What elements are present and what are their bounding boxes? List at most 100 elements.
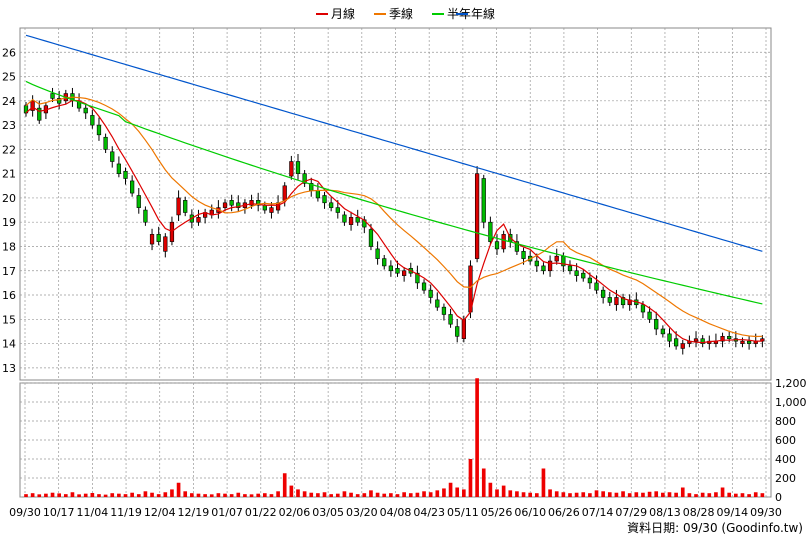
x-tick-label: 05/26 bbox=[481, 506, 513, 519]
candle-body bbox=[143, 209, 148, 223]
candle-body bbox=[680, 343, 685, 349]
x-tick-label: 09/14 bbox=[716, 506, 748, 519]
candle-body bbox=[720, 336, 725, 342]
x-tick-label: 07/14 bbox=[582, 506, 614, 519]
volume-bar bbox=[123, 494, 128, 497]
price-tick-label: 26 bbox=[2, 46, 16, 59]
candle-body bbox=[574, 270, 579, 276]
source-label: 資料日期: 09/30 (Goodinfo.tw) bbox=[627, 521, 803, 535]
candle-body bbox=[554, 255, 559, 262]
candle-body bbox=[355, 217, 360, 223]
volume-bar bbox=[481, 468, 486, 497]
volume-bar bbox=[150, 492, 154, 497]
candle-body bbox=[448, 314, 453, 325]
candle-body bbox=[700, 338, 705, 344]
candle-body bbox=[514, 241, 520, 252]
volume-bar bbox=[714, 492, 718, 497]
candle-body bbox=[601, 289, 606, 298]
volume-bar bbox=[90, 493, 95, 497]
legend-label-monthly: 月線 bbox=[331, 6, 355, 21]
x-tick-label: 06/10 bbox=[514, 506, 546, 519]
volume-bar bbox=[276, 491, 280, 497]
volume-bar bbox=[468, 459, 473, 497]
price-tick-label: 15 bbox=[2, 313, 16, 326]
volume-bar bbox=[57, 493, 61, 497]
volume-bar bbox=[621, 491, 625, 497]
candle-body bbox=[441, 306, 447, 315]
volume-bar bbox=[521, 492, 526, 497]
candle-body bbox=[640, 304, 646, 313]
volume-bar bbox=[428, 492, 433, 497]
candle-body bbox=[488, 221, 493, 242]
candle-body bbox=[322, 195, 327, 204]
candle-body bbox=[421, 282, 427, 291]
volume-bar bbox=[209, 494, 214, 497]
x-tick-label: 06/26 bbox=[548, 506, 580, 519]
candle-body bbox=[50, 93, 55, 99]
legend-item-yearly: 年線 bbox=[456, 6, 495, 21]
price-tick-label: 24 bbox=[2, 95, 16, 108]
volume-bar bbox=[700, 492, 705, 497]
volume-bar bbox=[243, 494, 247, 497]
volume-bar bbox=[355, 494, 360, 497]
volume-bar bbox=[594, 490, 599, 497]
candle-body bbox=[382, 258, 387, 267]
candle-body bbox=[455, 326, 460, 337]
volume-bar bbox=[647, 491, 652, 497]
volume-bar bbox=[50, 492, 55, 497]
volume-bar bbox=[601, 491, 605, 497]
candle-body bbox=[395, 268, 400, 274]
volume-tick-label: 1,000 bbox=[775, 396, 807, 409]
volume-tick-label: 600 bbox=[775, 434, 796, 447]
volume-bar bbox=[309, 492, 314, 497]
candle-body bbox=[461, 319, 466, 340]
volume-bar bbox=[581, 492, 586, 497]
volume-bar bbox=[667, 492, 672, 497]
candle-body bbox=[654, 319, 659, 330]
volume-bar bbox=[402, 492, 406, 497]
candle-body bbox=[594, 282, 599, 291]
candle-body bbox=[222, 202, 228, 208]
candle-body bbox=[740, 340, 745, 344]
candle-body bbox=[249, 200, 254, 206]
volume-bar bbox=[760, 493, 765, 497]
volume-bar bbox=[389, 493, 393, 497]
volume-bar bbox=[236, 492, 241, 497]
volume-tick-label: 400 bbox=[775, 453, 796, 466]
volume-bar bbox=[588, 493, 592, 497]
volume-bar bbox=[475, 378, 479, 497]
x-tick-label: 09/30 bbox=[9, 506, 41, 519]
volume-bar bbox=[170, 489, 174, 497]
candle-body bbox=[229, 200, 234, 206]
volume-tick-label: 1,200 bbox=[775, 377, 807, 390]
volume-bar bbox=[508, 490, 513, 497]
candle-body bbox=[567, 265, 573, 272]
volume-bar bbox=[362, 493, 367, 497]
candle-body bbox=[156, 234, 161, 242]
candle-body bbox=[534, 260, 539, 267]
x-tick-label: 11/04 bbox=[77, 506, 109, 519]
candle-body bbox=[348, 217, 354, 225]
volume-bar bbox=[342, 491, 347, 497]
candle-body bbox=[149, 234, 155, 245]
volume-bar bbox=[203, 494, 207, 497]
volume-bar bbox=[654, 491, 659, 497]
candle-body bbox=[57, 98, 62, 104]
x-tick-label: 05/11 bbox=[447, 506, 479, 519]
price-tick-label: 23 bbox=[2, 119, 16, 132]
volume-bar bbox=[627, 493, 632, 497]
volume-bar bbox=[495, 489, 499, 497]
candle-body bbox=[329, 202, 334, 208]
x-tick-label: 12/19 bbox=[178, 506, 210, 519]
candle-body bbox=[110, 151, 115, 162]
price-panel: 13 14 15 16 17 18 19 20 21 22 23 24 25 26 bbox=[2, 27, 772, 381]
price-tick-label: 19 bbox=[2, 216, 16, 229]
volume-bar bbox=[44, 493, 48, 497]
legend-item-monthly: 月線 bbox=[316, 6, 355, 21]
volume-bar bbox=[707, 493, 712, 497]
candle-body bbox=[269, 207, 274, 213]
volume-bar bbox=[528, 492, 533, 497]
ma-monthly-line bbox=[25, 99, 763, 344]
candle-body bbox=[176, 197, 181, 216]
candle-body bbox=[494, 241, 500, 250]
